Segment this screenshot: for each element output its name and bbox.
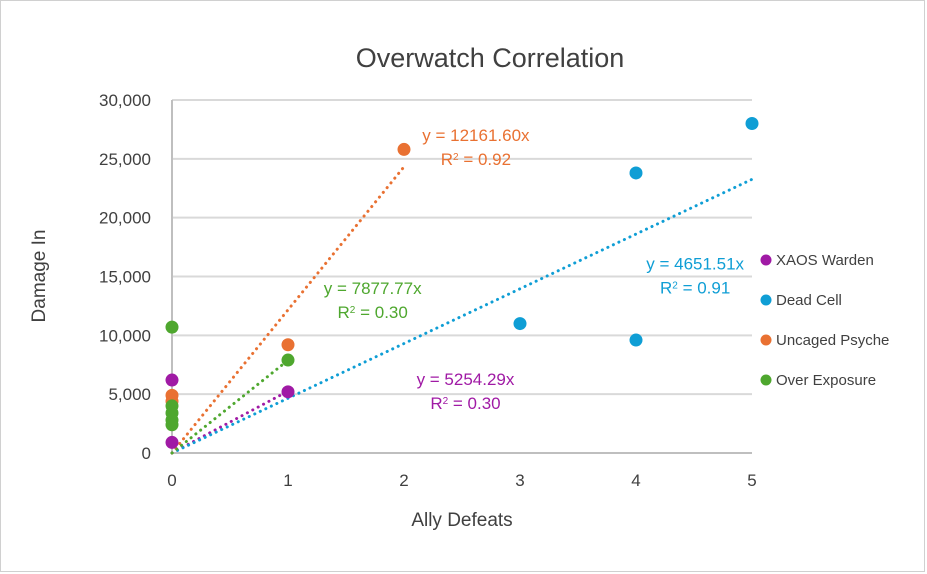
legend-item: Uncaged Psyche bbox=[760, 332, 889, 349]
trendline-equations: y = 12161.60x R2 = 0.92 y = 4651.51x R2 = 0… bbox=[324, 126, 745, 413]
r-squared-label: R2 = 0.30 bbox=[338, 303, 408, 322]
x-tick-label: 1 bbox=[283, 471, 292, 490]
legend-label: Over Exposure bbox=[776, 372, 876, 389]
y-axis-label: Damage In bbox=[29, 230, 50, 323]
y-tick-label: 30,000 bbox=[99, 91, 151, 110]
y-tick-label: 0 bbox=[142, 444, 151, 463]
trendlines bbox=[170, 165, 754, 455]
y-tick-labels: 0 5,000 10,000 15,000 20,000 25,000 30,000 bbox=[99, 91, 151, 463]
legend-item: XAOS Warden bbox=[760, 252, 874, 269]
data-point-dead-cell bbox=[629, 166, 643, 180]
trendline-equation: y = 7877.77x bbox=[324, 279, 422, 298]
data-point-over-exposure bbox=[165, 418, 179, 432]
x-tick-label: 2 bbox=[399, 471, 408, 490]
x-tick-label: 3 bbox=[515, 471, 524, 490]
legend: XAOS Warden Dead Cell Uncaged Psyche Over E… bbox=[760, 252, 889, 389]
r-squared-label: R2 = 0.30 bbox=[430, 394, 500, 413]
trendline-xaos-warden bbox=[170, 389, 290, 455]
x-tick-label: 0 bbox=[167, 471, 176, 490]
data-points bbox=[165, 117, 759, 449]
data-point-over-exposure bbox=[165, 320, 179, 334]
r-squared-label: R2 = 0.92 bbox=[441, 150, 511, 169]
legend-marker bbox=[760, 254, 772, 266]
y-tick-label: 10,000 bbox=[99, 326, 151, 345]
x-axis-label: Ally Defeats bbox=[411, 510, 512, 531]
data-point-xaos-warden bbox=[281, 385, 295, 399]
data-point-uncaged-psyche bbox=[281, 338, 295, 352]
data-point-uncaged-psyche bbox=[397, 142, 411, 156]
r-squared-label: R2 = 0.91 bbox=[660, 278, 730, 297]
trendline-uncaged-psyche bbox=[170, 165, 406, 455]
legend-marker bbox=[760, 294, 772, 306]
x-tick-label: 5 bbox=[747, 471, 756, 490]
data-point-xaos-warden bbox=[165, 435, 179, 449]
trendline-over-exposure bbox=[170, 358, 290, 455]
y-tick-label: 15,000 bbox=[99, 268, 151, 287]
data-point-over-exposure bbox=[281, 353, 295, 367]
legend-item: Over Exposure bbox=[760, 372, 876, 389]
data-point-dead-cell bbox=[629, 333, 643, 347]
legend-marker bbox=[760, 374, 772, 386]
data-point-dead-cell bbox=[513, 317, 527, 331]
legend-item: Dead Cell bbox=[760, 292, 842, 309]
trendline-equation: y = 5254.29x bbox=[417, 370, 515, 389]
data-point-dead-cell bbox=[745, 117, 759, 131]
y-tick-label: 5,000 bbox=[108, 385, 151, 404]
x-tick-label: 4 bbox=[631, 471, 640, 490]
y-tick-label: 25,000 bbox=[99, 150, 151, 169]
trendline-equation: y = 4651.51x bbox=[646, 254, 744, 273]
x-tick-labels: 0 1 2 3 4 5 bbox=[167, 471, 756, 490]
legend-label: XAOS Warden bbox=[776, 252, 874, 269]
legend-label: Dead Cell bbox=[776, 292, 842, 309]
legend-label: Uncaged Psyche bbox=[776, 332, 889, 349]
data-point-xaos-warden bbox=[165, 373, 179, 387]
chart-title: Overwatch Correlation bbox=[356, 43, 625, 73]
legend-marker bbox=[760, 334, 772, 346]
y-tick-label: 20,000 bbox=[99, 209, 151, 228]
trendline-equation: y = 12161.60x bbox=[422, 126, 530, 145]
